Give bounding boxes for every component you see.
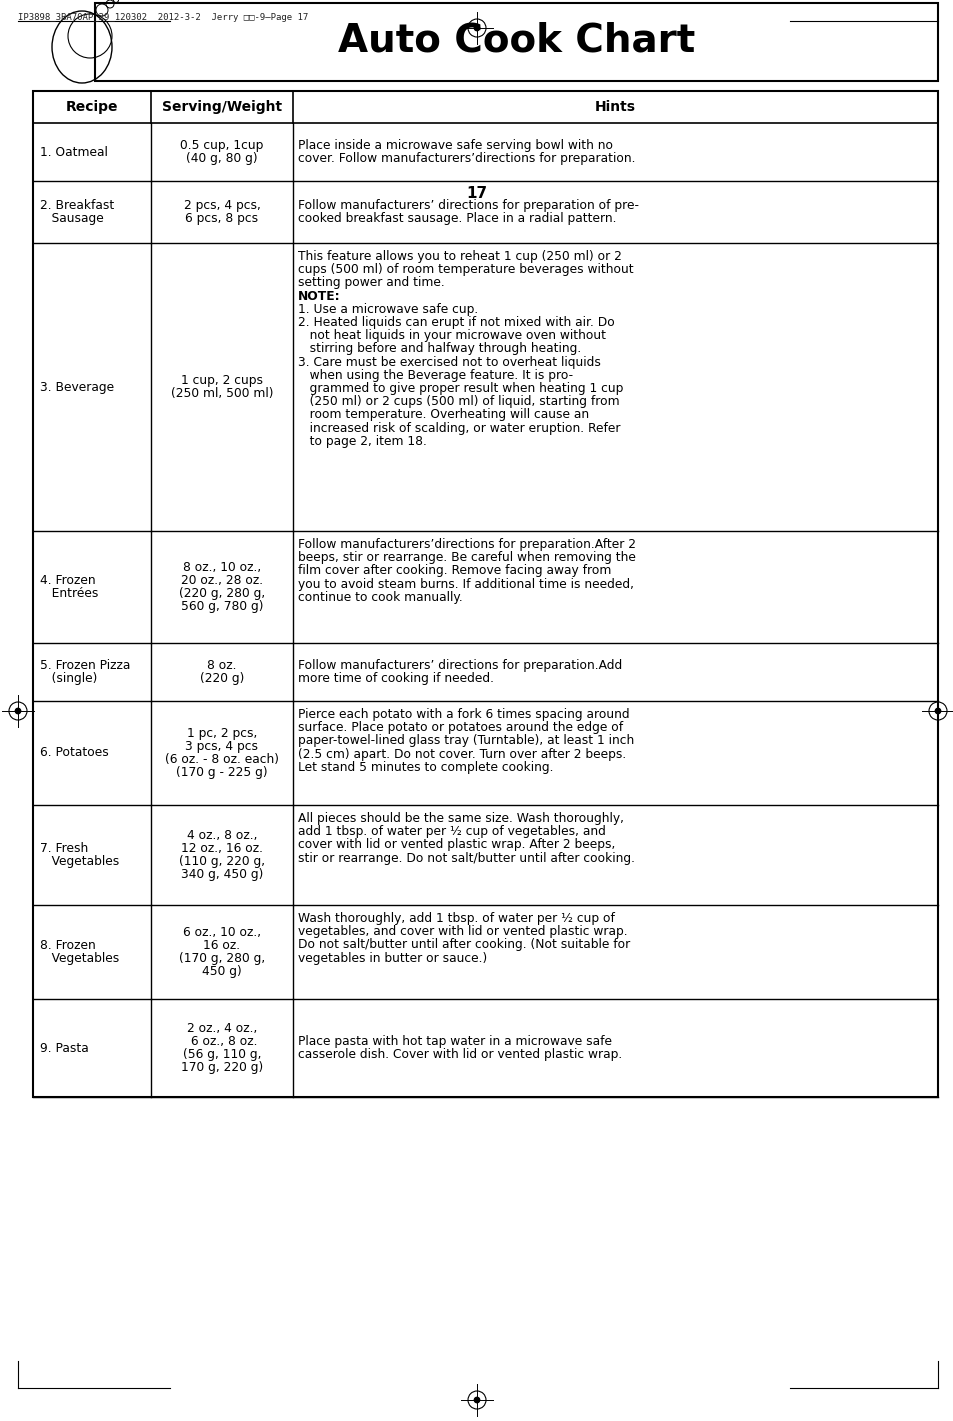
Text: 12 oz., 16 oz.: 12 oz., 16 oz. xyxy=(181,841,263,855)
Text: surface. Place potato or potatoes around the edge of: surface. Place potato or potatoes around… xyxy=(297,722,622,735)
Text: Place pasta with hot tap water in a microwave safe: Place pasta with hot tap water in a micr… xyxy=(297,1034,612,1047)
Text: 6 oz., 10 oz.,: 6 oz., 10 oz., xyxy=(183,925,261,939)
Text: (250 ml) or 2 cups (500 ml) of liquid, starting from: (250 ml) or 2 cups (500 ml) of liquid, s… xyxy=(297,395,619,408)
Circle shape xyxy=(474,1397,479,1403)
Text: vegetables in butter or sauce.): vegetables in butter or sauce.) xyxy=(297,952,487,965)
Bar xyxy=(33,91,937,1097)
Text: Recipe: Recipe xyxy=(66,99,118,114)
Text: Serving/Weight: Serving/Weight xyxy=(162,99,282,114)
Text: cooked breakfast sausage. Place in a radial pattern.: cooked breakfast sausage. Place in a rad… xyxy=(297,212,616,225)
Text: 1 pc, 2 pcs,: 1 pc, 2 pcs, xyxy=(187,726,257,740)
Text: 6 pcs, 8 pcs: 6 pcs, 8 pcs xyxy=(185,212,258,225)
Text: Let stand 5 minutes to complete cooking.: Let stand 5 minutes to complete cooking. xyxy=(297,760,553,774)
Text: grammed to give proper result when heating 1 cup: grammed to give proper result when heati… xyxy=(297,382,622,395)
Text: 4. Frozen: 4. Frozen xyxy=(40,574,95,587)
Text: to page 2, item 18.: to page 2, item 18. xyxy=(297,435,426,448)
Text: Wash thoroughly, add 1 tbsp. of water per ½ cup of: Wash thoroughly, add 1 tbsp. of water pe… xyxy=(297,912,615,925)
Text: Sausage: Sausage xyxy=(40,212,104,225)
Text: 3. Care must be exercised not to overheat liquids: 3. Care must be exercised not to overhea… xyxy=(297,355,600,368)
Text: 8. Frozen: 8. Frozen xyxy=(40,939,95,952)
Text: 6. Potatoes: 6. Potatoes xyxy=(40,746,109,759)
Text: 1. Oatmeal: 1. Oatmeal xyxy=(40,145,108,159)
Text: Vegetables: Vegetables xyxy=(40,855,119,868)
Text: (220 g): (220 g) xyxy=(199,672,244,685)
Text: (single): (single) xyxy=(40,672,97,685)
Text: (6 oz. - 8 oz. each): (6 oz. - 8 oz. each) xyxy=(165,753,278,766)
Text: 16 oz.: 16 oz. xyxy=(203,939,240,952)
Text: 5. Frozen Pizza: 5. Frozen Pizza xyxy=(40,659,131,672)
Text: (56 g, 110 g,: (56 g, 110 g, xyxy=(183,1049,261,1061)
Text: 17: 17 xyxy=(466,186,487,200)
Text: 3. Beverage: 3. Beverage xyxy=(40,381,114,394)
Text: (170 g, 280 g,: (170 g, 280 g, xyxy=(178,952,265,965)
Text: 9. Pasta: 9. Pasta xyxy=(40,1042,89,1054)
Text: Follow manufacturers’ directions for preparation of pre-: Follow manufacturers’ directions for pre… xyxy=(297,199,639,212)
Text: 6 oz., 8 oz.: 6 oz., 8 oz. xyxy=(187,1034,257,1047)
Text: vegetables, and cover with lid or vented plastic wrap.: vegetables, and cover with lid or vented… xyxy=(297,925,627,938)
Text: 2 pcs, 4 pcs,: 2 pcs, 4 pcs, xyxy=(183,199,260,212)
Text: increased risk of scalding, or water eruption. Refer: increased risk of scalding, or water eru… xyxy=(297,422,619,435)
Text: Auto Cook Chart: Auto Cook Chart xyxy=(337,21,695,60)
Text: paper-towel-lined glass tray (Turntable), at least 1 inch: paper-towel-lined glass tray (Turntable)… xyxy=(297,735,634,747)
Text: you to avoid steam burns. If additional time is needed,: you to avoid steam burns. If additional … xyxy=(297,577,634,591)
Text: 3 pcs, 4 pcs: 3 pcs, 4 pcs xyxy=(185,740,258,753)
Text: 2. Heated liquids can erupt if not mixed with air. Do: 2. Heated liquids can erupt if not mixed… xyxy=(297,315,614,330)
Circle shape xyxy=(15,708,21,713)
Text: Do not salt/butter until after cooking. (Not suitable for: Do not salt/butter until after cooking. … xyxy=(297,938,630,952)
Text: film cover after cooking. Remove facing away from: film cover after cooking. Remove facing … xyxy=(297,564,611,577)
Text: Hints: Hints xyxy=(595,99,636,114)
Text: room temperature. Overheating will cause an: room temperature. Overheating will cause… xyxy=(297,408,589,422)
Text: add 1 tbsp. of water per ½ cup of vegetables, and: add 1 tbsp. of water per ½ cup of vegeta… xyxy=(297,826,605,838)
Text: 7. Fresh: 7. Fresh xyxy=(40,841,89,855)
Text: Place inside a microwave safe serving bowl with no: Place inside a microwave safe serving bo… xyxy=(297,139,613,152)
Text: Entrées: Entrées xyxy=(40,587,98,600)
Text: 8 oz., 10 oz.,: 8 oz., 10 oz., xyxy=(183,561,261,574)
Text: (40 g, 80 g): (40 g, 80 g) xyxy=(186,152,257,165)
Text: 170 g, 220 g): 170 g, 220 g) xyxy=(181,1061,263,1074)
Text: (110 g, 220 g,: (110 g, 220 g, xyxy=(179,855,265,868)
Bar xyxy=(95,3,937,81)
Text: casserole dish. Cover with lid or vented plastic wrap.: casserole dish. Cover with lid or vented… xyxy=(297,1049,621,1061)
Text: IP3898_3BA70AP_29_120302  2012-3-2  Jerry □□-9—Page 17: IP3898_3BA70AP_29_120302 2012-3-2 Jerry … xyxy=(18,13,308,21)
Text: stirring before and halfway through heating.: stirring before and halfway through heat… xyxy=(297,342,580,355)
Text: 8 oz.: 8 oz. xyxy=(207,659,236,672)
Text: 1 cup, 2 cups: 1 cup, 2 cups xyxy=(181,374,263,387)
Circle shape xyxy=(474,26,479,31)
Text: setting power and time.: setting power and time. xyxy=(297,277,444,290)
Text: continue to cook manually.: continue to cook manually. xyxy=(297,591,462,604)
Text: stir or rearrange. Do not salt/butter until after cooking.: stir or rearrange. Do not salt/butter un… xyxy=(297,851,635,864)
Text: cover with lid or vented plastic wrap. After 2 beeps,: cover with lid or vented plastic wrap. A… xyxy=(297,838,615,851)
Circle shape xyxy=(934,708,940,713)
Text: 2. Breakfast: 2. Breakfast xyxy=(40,199,114,212)
Text: when using the Beverage feature. It is pro-: when using the Beverage feature. It is p… xyxy=(297,369,573,382)
Text: (220 g, 280 g,: (220 g, 280 g, xyxy=(178,587,265,600)
Text: cups (500 ml) of room temperature beverages without: cups (500 ml) of room temperature bevera… xyxy=(297,263,633,276)
Text: Pierce each potato with a fork 6 times spacing around: Pierce each potato with a fork 6 times s… xyxy=(297,708,629,720)
Text: beeps, stir or rearrange. Be careful when removing the: beeps, stir or rearrange. Be careful whe… xyxy=(297,551,636,564)
Text: 450 g): 450 g) xyxy=(202,965,242,978)
Text: (2.5 cm) apart. Do not cover. Turn over after 2 beeps.: (2.5 cm) apart. Do not cover. Turn over … xyxy=(297,747,625,760)
Text: cover. Follow manufacturers’directions for preparation.: cover. Follow manufacturers’directions f… xyxy=(297,152,635,165)
Text: not heat liquids in your microwave oven without: not heat liquids in your microwave oven … xyxy=(297,330,605,342)
Text: (250 ml, 500 ml): (250 ml, 500 ml) xyxy=(171,387,273,401)
Text: 2 oz., 4 oz.,: 2 oz., 4 oz., xyxy=(187,1022,257,1034)
Text: Vegetables: Vegetables xyxy=(40,952,119,965)
Text: 4 oz., 8 oz.,: 4 oz., 8 oz., xyxy=(187,828,257,841)
Text: 340 g, 450 g): 340 g, 450 g) xyxy=(181,868,263,881)
Text: Follow manufacturers’ directions for preparation.Add: Follow manufacturers’ directions for pre… xyxy=(297,659,621,672)
Text: 20 oz., 28 oz.: 20 oz., 28 oz. xyxy=(181,574,263,587)
Text: (170 g - 225 g): (170 g - 225 g) xyxy=(176,766,268,779)
Text: 560 g, 780 g): 560 g, 780 g) xyxy=(180,600,263,614)
Text: 1. Use a microwave safe cup.: 1. Use a microwave safe cup. xyxy=(297,303,477,315)
Text: more time of cooking if needed.: more time of cooking if needed. xyxy=(297,672,494,685)
Text: Follow manufacturers’directions for preparation.After 2: Follow manufacturers’directions for prep… xyxy=(297,539,636,551)
Text: NOTE:: NOTE: xyxy=(297,290,340,303)
Text: All pieces should be the same size. Wash thoroughly,: All pieces should be the same size. Wash… xyxy=(297,811,623,826)
Text: 0.5 cup, 1cup: 0.5 cup, 1cup xyxy=(180,139,263,152)
Text: This feature allows you to reheat 1 cup (250 ml) or 2: This feature allows you to reheat 1 cup … xyxy=(297,250,621,263)
